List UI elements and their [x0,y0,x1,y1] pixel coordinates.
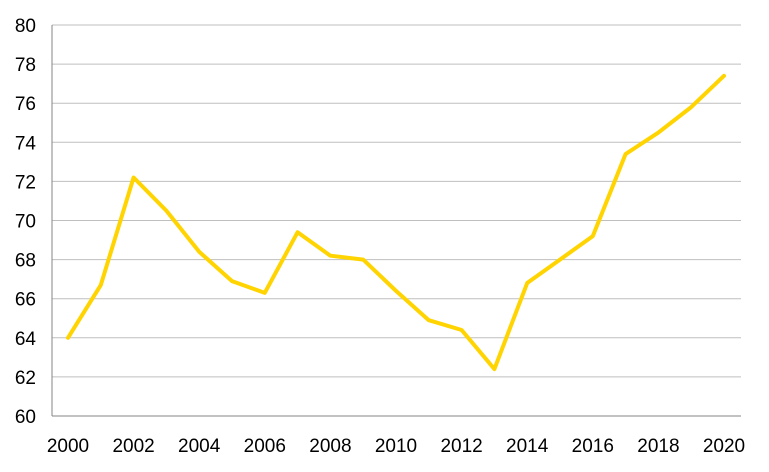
y-tick-label-62: 62 [15,368,36,389]
x-tick-label-2010: 2010 [375,436,417,457]
y-tick-label-72: 72 [15,172,36,193]
y-tick-label-74: 74 [15,133,37,154]
y-tick-label-78: 78 [15,55,36,76]
y-tick-label-80: 80 [15,16,36,37]
x-tick-label-2018: 2018 [637,436,679,457]
y-tick-label-68: 68 [15,251,36,272]
x-tick-label-2020: 2020 [703,436,745,457]
x-tick-label-2016: 2016 [572,436,614,457]
x-tick-label-2014: 2014 [506,436,549,457]
y-tick-label-66: 66 [15,290,36,311]
series-lines [66,73,726,372]
gridlines [52,24,741,378]
x-tick-label-2004: 2004 [178,436,221,457]
series-line-0 [66,73,726,372]
x-tick-label-2008: 2008 [309,436,351,457]
axes [51,25,741,417]
x-tick-label-2006: 2006 [244,436,286,457]
x-tick-label-2000: 2000 [47,436,89,457]
y-axis-tick-labels: 60 62 64 66 68 70 72 74 76 78 80 [15,16,37,428]
y-tick-label-64: 64 [15,329,37,350]
y-tick-label-76: 76 [15,94,36,115]
x-tick-label-2002: 2002 [112,436,154,457]
x-tick-label-2012: 2012 [440,436,482,457]
x-axis-tick-labels: 2000 2002 2004 2006 2008 2010 2012 2014 2016 2018… [47,436,745,457]
y-tick-label-60: 60 [15,407,36,428]
y-tick-label-70: 70 [15,212,36,233]
